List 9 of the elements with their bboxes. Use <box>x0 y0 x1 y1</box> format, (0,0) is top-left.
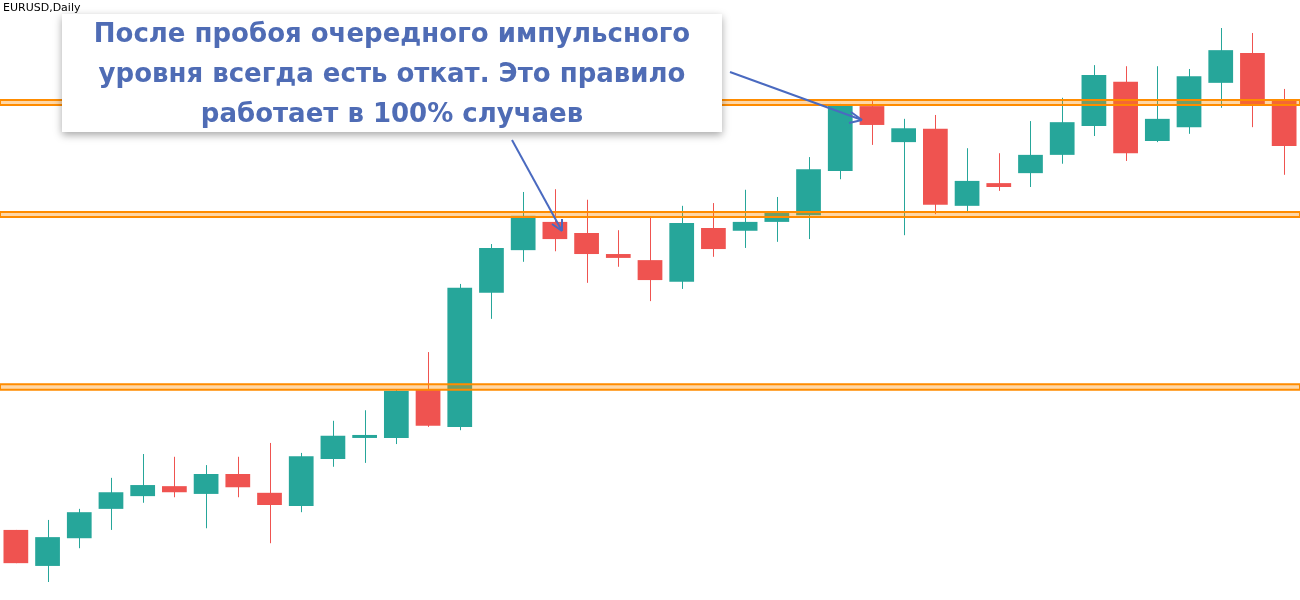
annotation: После пробоя очередного импульсного уровня всегда есть откат. Это правило работает в 100% случаев <box>62 14 722 132</box>
candlestick <box>352 409 377 464</box>
candlestick <box>162 456 187 498</box>
candlestick <box>732 189 758 249</box>
candlestick <box>986 152 1012 192</box>
candlestick <box>891 118 917 236</box>
candlestick <box>605 229 631 268</box>
candlestick <box>257 442 282 544</box>
chart-title: EURUSD,Daily <box>3 1 81 14</box>
